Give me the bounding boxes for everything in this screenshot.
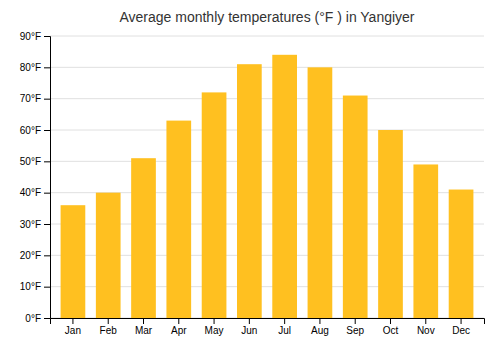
x-tick-mark (355, 318, 356, 324)
title: Average monthly temperatures (°F ) in Ya… (119, 9, 414, 25)
x-tick: Aug (311, 318, 329, 336)
bar (96, 193, 121, 318)
x-tick: Apr (171, 318, 187, 336)
y-tick: 60°F (20, 125, 50, 136)
y-tick-mark (44, 224, 50, 225)
bar (61, 205, 86, 318)
y-tick-label: 20°F (20, 250, 41, 261)
x-tick-label: Aug (311, 325, 329, 336)
y-tick-label: 50°F (20, 156, 41, 167)
y-tick-label: 80°F (20, 62, 41, 73)
y-tick-label: 30°F (20, 219, 41, 230)
y-tick: 40°F (20, 187, 50, 198)
y-tick-mark (44, 193, 50, 194)
x-tick-label: Nov (417, 325, 435, 336)
grid-line (50, 98, 484, 99)
x-tick-mark (108, 318, 109, 324)
bar (378, 130, 403, 318)
x-tick: May (205, 318, 224, 336)
y-tick-label: 10°F (20, 281, 41, 292)
x-tick: Feb (100, 318, 118, 336)
y-tick-mark (44, 130, 50, 131)
grid-line (50, 130, 484, 131)
y-tick-label: 90°F (20, 31, 41, 42)
x-tick-label: Dec (452, 325, 470, 336)
bars (61, 55, 474, 318)
x-tick-label: Apr (171, 325, 187, 336)
x-tick: Jul (278, 318, 291, 336)
bar (202, 92, 227, 318)
x-tick-label: Jul (278, 325, 291, 336)
y-tick-mark (44, 161, 50, 162)
y-tick-label: 70°F (20, 93, 41, 104)
x-tick: Mar (135, 318, 153, 336)
x-tick: Jan (65, 318, 81, 336)
x-tick-label: Sep (346, 325, 364, 336)
x-tick-mark (178, 318, 179, 324)
x-tick-mark (461, 318, 462, 324)
grid (50, 36, 484, 318)
x-tick: Oct (383, 318, 399, 336)
x-tick-label: Oct (383, 325, 399, 336)
x-axis: Jan Feb Mar Apr May Jun Jul Aug Sep Oct Nov Dec (51, 318, 485, 336)
x-tick-label: Jan (65, 325, 81, 336)
x-tick-mark (425, 318, 426, 324)
y-tick: 90°F (20, 31, 50, 42)
x-tick-mark (214, 318, 215, 324)
x-tick-label: May (205, 325, 224, 336)
y-tick: 70°F (20, 93, 50, 104)
bar (166, 121, 191, 318)
y-axis: 0°F 10°F 20°F 30°F 40°F 50°F 60°F 70°F 80°F 90°F (20, 31, 51, 324)
plot: 0°F 10°F 20°F 30°F 40°F 50°F 60°F 70°F 80°F 90°F J… (20, 31, 485, 336)
y-tick-mark (44, 67, 50, 68)
x-tick-mark (72, 318, 73, 324)
x-tick-label: Mar (135, 325, 153, 336)
grid-line (50, 161, 484, 162)
x-tick-mark (284, 318, 285, 324)
y-tick: 0°F (25, 313, 50, 324)
x-tick-label: Jun (241, 325, 257, 336)
y-tick-mark (44, 318, 50, 319)
bar (343, 96, 368, 318)
x-tick-mark (143, 318, 144, 324)
bar (449, 190, 474, 318)
y-tick-mark (44, 36, 50, 37)
y-tick-label: 0°F (25, 313, 41, 324)
x-tick: Dec (452, 318, 470, 336)
x-tick-mark (249, 318, 250, 324)
x-tick: Sep (346, 318, 364, 336)
x-tick: Nov (417, 318, 435, 336)
y-tick-label: 60°F (20, 125, 41, 136)
bar (131, 158, 156, 318)
x-tick-mark (319, 318, 320, 324)
y-tick: 10°F (20, 281, 50, 292)
grid-line (50, 67, 484, 68)
y-tick: 80°F (20, 62, 50, 73)
bar (413, 164, 438, 318)
chart: 0°F 10°F 20°F 30°F 40°F 50°F 60°F 70°F 80°F 90°F J… (0, 0, 500, 350)
y-tick-mark (44, 255, 50, 256)
y-axis-line (44, 37, 51, 319)
x-tick: Jun (241, 318, 257, 336)
y-tick: 20°F (20, 250, 50, 261)
x-tick-label: Feb (100, 325, 118, 336)
grid-line (50, 36, 484, 37)
y-tick: 30°F (20, 219, 50, 230)
x-tick-mark (390, 318, 391, 324)
y-tick-mark (44, 99, 50, 100)
x-axis-line (51, 319, 485, 325)
bar (308, 67, 333, 318)
bar (237, 64, 262, 318)
y-tick-label: 40°F (20, 187, 41, 198)
y-tick: 50°F (20, 156, 50, 167)
y-tick-mark (44, 287, 50, 288)
bar (272, 55, 297, 318)
